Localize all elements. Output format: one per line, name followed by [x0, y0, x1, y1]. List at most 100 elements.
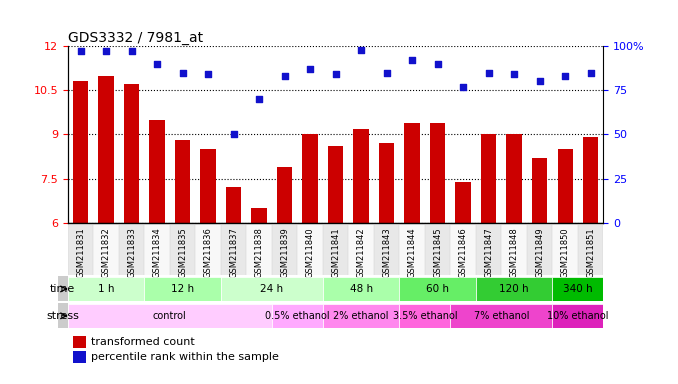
- Bar: [58, 276, 68, 301]
- Bar: [272, 225, 298, 275]
- Point: [432, 61, 443, 67]
- Text: stress: stress: [46, 311, 79, 321]
- Bar: [399, 277, 476, 301]
- Text: 120 h: 120 h: [499, 284, 529, 294]
- Text: GSM211840: GSM211840: [306, 227, 315, 278]
- Point: [330, 71, 341, 78]
- Text: GSM211832: GSM211832: [102, 227, 111, 278]
- Bar: [476, 225, 502, 275]
- Text: GSM211851: GSM211851: [586, 227, 595, 278]
- Bar: [450, 304, 553, 328]
- Bar: [149, 120, 165, 223]
- Point: [304, 66, 315, 72]
- Bar: [175, 140, 191, 223]
- Text: GSM211841: GSM211841: [331, 227, 340, 278]
- Point: [534, 78, 545, 84]
- Bar: [456, 182, 471, 223]
- Bar: [476, 277, 553, 301]
- Bar: [502, 225, 527, 275]
- Text: GSM211847: GSM211847: [484, 227, 493, 278]
- Text: 60 h: 60 h: [426, 284, 449, 294]
- Bar: [68, 225, 94, 275]
- Bar: [73, 81, 88, 223]
- Bar: [252, 208, 266, 223]
- Text: GSM211850: GSM211850: [561, 227, 570, 278]
- Bar: [226, 187, 241, 223]
- Bar: [405, 122, 420, 223]
- Bar: [430, 122, 445, 223]
- Point: [458, 84, 468, 90]
- Bar: [277, 167, 292, 223]
- Bar: [221, 277, 323, 301]
- Bar: [399, 225, 425, 275]
- Bar: [68, 277, 144, 301]
- Point: [279, 73, 290, 79]
- Text: GSM211831: GSM211831: [76, 227, 85, 278]
- Text: 24 h: 24 h: [260, 284, 283, 294]
- Point: [560, 73, 571, 79]
- Point: [381, 70, 392, 76]
- Text: GSM211835: GSM211835: [178, 227, 187, 278]
- Text: GSM211848: GSM211848: [510, 227, 519, 278]
- Bar: [379, 143, 395, 223]
- Bar: [98, 76, 114, 223]
- Text: GSM211844: GSM211844: [407, 227, 416, 278]
- Text: time: time: [50, 284, 75, 294]
- Point: [356, 46, 367, 53]
- Point: [152, 61, 163, 67]
- Point: [75, 48, 86, 55]
- Bar: [201, 149, 216, 223]
- Text: 10% ethanol: 10% ethanol: [547, 311, 609, 321]
- Text: GSM211838: GSM211838: [255, 227, 264, 278]
- Bar: [328, 146, 343, 223]
- Text: GSM211842: GSM211842: [357, 227, 365, 278]
- Bar: [374, 225, 399, 275]
- Bar: [246, 225, 272, 275]
- Bar: [348, 225, 374, 275]
- Bar: [399, 304, 450, 328]
- Bar: [144, 277, 221, 301]
- Text: control: control: [153, 311, 186, 321]
- Bar: [323, 304, 399, 328]
- Text: 0.5% ethanol: 0.5% ethanol: [265, 311, 330, 321]
- Bar: [425, 225, 450, 275]
- Text: GSM211839: GSM211839: [280, 227, 289, 278]
- Bar: [578, 225, 603, 275]
- Text: GDS3332 / 7981_at: GDS3332 / 7981_at: [68, 31, 203, 45]
- Bar: [553, 277, 603, 301]
- Text: GSM211843: GSM211843: [382, 227, 391, 278]
- Bar: [450, 225, 476, 275]
- Point: [585, 70, 596, 76]
- Text: GSM211833: GSM211833: [127, 227, 136, 278]
- Point: [508, 71, 519, 78]
- Bar: [481, 134, 496, 223]
- Bar: [195, 225, 221, 275]
- Point: [407, 57, 418, 63]
- Text: 340 h: 340 h: [563, 284, 593, 294]
- Bar: [506, 134, 522, 223]
- Bar: [124, 84, 139, 223]
- Text: 48 h: 48 h: [350, 284, 373, 294]
- Point: [126, 48, 137, 55]
- Bar: [527, 225, 553, 275]
- Bar: [94, 225, 119, 275]
- Text: GSM211845: GSM211845: [433, 227, 442, 278]
- Bar: [553, 304, 603, 328]
- Bar: [553, 225, 578, 275]
- Text: 12 h: 12 h: [171, 284, 194, 294]
- Text: 1 h: 1 h: [98, 284, 115, 294]
- Point: [254, 96, 264, 102]
- Point: [177, 70, 188, 76]
- Bar: [302, 134, 318, 223]
- Bar: [170, 225, 195, 275]
- Bar: [73, 351, 86, 363]
- Point: [483, 70, 494, 76]
- Text: 3.5% ethanol: 3.5% ethanol: [393, 311, 457, 321]
- Bar: [144, 225, 170, 275]
- Text: GSM211849: GSM211849: [535, 227, 544, 278]
- Bar: [68, 304, 272, 328]
- Text: 2% ethanol: 2% ethanol: [334, 311, 389, 321]
- Bar: [272, 304, 323, 328]
- Bar: [58, 303, 68, 328]
- Bar: [323, 277, 399, 301]
